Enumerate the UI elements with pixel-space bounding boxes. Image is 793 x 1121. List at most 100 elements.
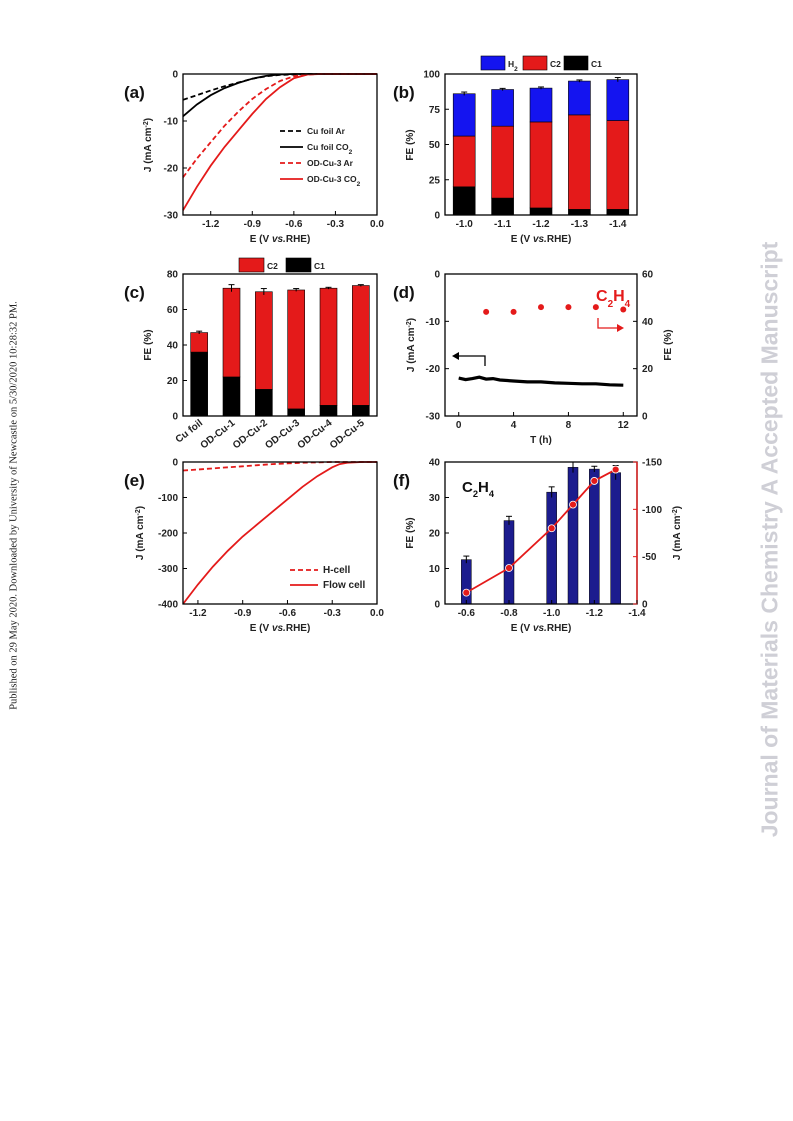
- panel-c-ylabel: FE (%): [143, 329, 154, 360]
- panel-f-ytick-0-label: 0: [434, 600, 440, 611]
- panel-a-ytick-1-label: -10: [164, 117, 179, 128]
- panel-e-ylabel: J (mA cm-2): [135, 506, 147, 560]
- panel-d-ylabel: J (mA cm-2): [406, 318, 418, 372]
- panel-b-xtick-0-label: -1.0: [456, 219, 474, 230]
- panel-e-xtick-4-label: 0.0: [370, 608, 384, 619]
- panel-f-current-point-4: [590, 477, 599, 485]
- panel-a-ytick-0-label: 0: [172, 70, 178, 81]
- panel-f-xlabel: E (V vs.RHE): [511, 623, 572, 634]
- panel-e-series-0: [182, 461, 377, 472]
- panel-f-ytick-3-label: 30: [429, 493, 441, 504]
- panel-e-series-1: [182, 461, 377, 605]
- panel-b-label: (b): [393, 83, 415, 102]
- panel-f-ytick-4-label: 40: [429, 458, 441, 469]
- panel-f-current-point-0: [462, 588, 471, 597]
- panel-b-legend-C2: C2: [550, 59, 561, 69]
- panel-f-label: (f): [393, 471, 410, 490]
- panel-a-legend-0: Cu foil Ar: [307, 126, 346, 136]
- panel-c-bar-5-C2: [352, 285, 370, 406]
- panel-d-arrow-right-head: [617, 324, 624, 332]
- panel-c-legend-swatch-C2: [238, 257, 265, 273]
- panel-a-xtick-1-label: -0.9: [244, 219, 262, 230]
- panel-f-current-point-5: [611, 465, 620, 474]
- panel-c-legend-swatch-C1: [285, 257, 312, 273]
- panel-b-ytick-2-label: 50: [429, 140, 441, 151]
- panel-f-bar-5: [610, 472, 621, 605]
- panel-b-xtick-3-label: -1.3: [571, 219, 589, 230]
- panel-d-xtick-2-label: 8: [566, 420, 572, 431]
- panel-e-xtick-0-label: -1.2: [189, 608, 207, 619]
- panel-d-arrow-left-head: [452, 352, 459, 360]
- panel-f-bar-4: [589, 468, 600, 605]
- panel-c-ytick-2-label: 40: [167, 341, 179, 352]
- panel-d-xtick-0-label: 0: [456, 420, 462, 431]
- panel-b-bar--1.4-H2: [606, 79, 630, 121]
- panel-b-ytick-0-label: 0: [434, 211, 440, 222]
- panel-f-current-point-3: [569, 500, 577, 509]
- panel-c-bar-4-C2: [319, 287, 338, 406]
- panel-a-legend-1: Cu foil CO2: [307, 142, 353, 156]
- panel-b-bar--1.3-C2: [568, 114, 591, 210]
- panel-d-fe-point-2: [538, 304, 544, 311]
- panel-c-bar-0-C1: [190, 351, 208, 417]
- panel-f-xtick-1-label: -0.8: [500, 608, 518, 619]
- panel-b-ytick-1-label: 25: [429, 175, 441, 186]
- panel-d-ytick-0-label: 0: [434, 270, 440, 281]
- panel-f-xtick-0-label: -0.6: [458, 608, 476, 619]
- panel-f-bar-2: [546, 491, 557, 605]
- panel-a-xtick-4-label: 0.0: [370, 219, 384, 230]
- panel-d-annotation: C2H4: [596, 288, 631, 310]
- panel-a-label: (a): [124, 83, 145, 102]
- panel-e-ytick-2-label: -200: [158, 529, 178, 540]
- panel-b-bar--1.0-C1: [452, 186, 476, 216]
- panel-e-legend-0: H-cell: [323, 565, 350, 576]
- panel-d-label: (d): [393, 283, 415, 302]
- panel-a-xtick-2-label: -0.6: [285, 219, 303, 230]
- panel-a-ylabel: J (mA cm-2): [143, 118, 155, 172]
- panel-a-legend-2: OD-Cu-3 Ar: [307, 158, 354, 168]
- panel-d-fe-point-1: [510, 308, 517, 315]
- panel-f-xtick-3-label: -1.2: [586, 608, 604, 619]
- panel-b-ytick-4-label: 100: [423, 70, 440, 81]
- panel-b-bar--1.2-H2: [529, 87, 553, 123]
- panel-f-current-line: [465, 468, 617, 594]
- panel-d-y2tick-0-label: 0: [642, 412, 648, 423]
- panel-e-ytick-1-label: -100: [158, 493, 178, 504]
- panel-e-ytick-4-label: -400: [158, 600, 178, 611]
- panel-b-xtick-1-label: -1.1: [494, 219, 512, 230]
- panel-c-bar-1-C1: [222, 376, 241, 417]
- panel-d-fe-point-3: [565, 304, 572, 311]
- panel-a-ytick-2-label: -20: [164, 164, 179, 175]
- panel-c-bar-3-C2: [287, 289, 305, 410]
- panel-f-bar-0: [461, 559, 472, 605]
- panel-c-xtick-label-4: OD-Cu-4: [296, 417, 335, 451]
- panel-c-xtick-label-5: OD-Cu-5: [328, 417, 367, 451]
- panel-d-y2tick-1-label: 20: [642, 364, 654, 375]
- panel-f-ytick-1-label: 10: [429, 564, 441, 575]
- panel-c-frame: [182, 273, 378, 417]
- panel-f-y2label: J (mA cm-2): [672, 506, 684, 560]
- panel-b-xtick-2-label: -1.2: [532, 219, 550, 230]
- panel-f-y2tick-label-2: -100: [642, 505, 662, 516]
- panel-c-ytick-0-label: 0: [172, 412, 178, 423]
- panel-d-current-line: [458, 375, 624, 387]
- panel-f-y2tick-label-3: -150: [642, 458, 662, 469]
- panel-f-ylabel: FE (%): [405, 517, 416, 548]
- panel-b-legend-C1: C1: [591, 59, 602, 69]
- panel-b-legend-swatch-C2: [522, 55, 548, 71]
- panel-b-xlabel: E (V vs.RHE): [511, 234, 572, 245]
- panel-b-bar--1.4-C2: [606, 120, 630, 210]
- panel-d-fe-point-4: [592, 304, 599, 311]
- panel-e-label: (e): [124, 471, 145, 490]
- panel-e-legend-1: Flow cell: [323, 580, 365, 591]
- panel-f-ytick-2-label: 20: [429, 529, 441, 540]
- panel-f-current-point-2: [547, 524, 556, 533]
- panel-e-xtick-1-label: -0.9: [234, 608, 252, 619]
- panel-f-bar-3: [567, 467, 579, 605]
- panel-e-ytick-0-label: 0: [172, 458, 178, 469]
- panel-c-xtick-label-2: OD-Cu-2: [231, 417, 270, 451]
- panel-f-xtick-2-label: -1.0: [543, 608, 561, 619]
- panel-e-ytick-3-label: -300: [158, 564, 178, 575]
- panel-d-xtick-3-label: 12: [618, 420, 630, 431]
- panel-e-xtick-2-label: -0.6: [279, 608, 297, 619]
